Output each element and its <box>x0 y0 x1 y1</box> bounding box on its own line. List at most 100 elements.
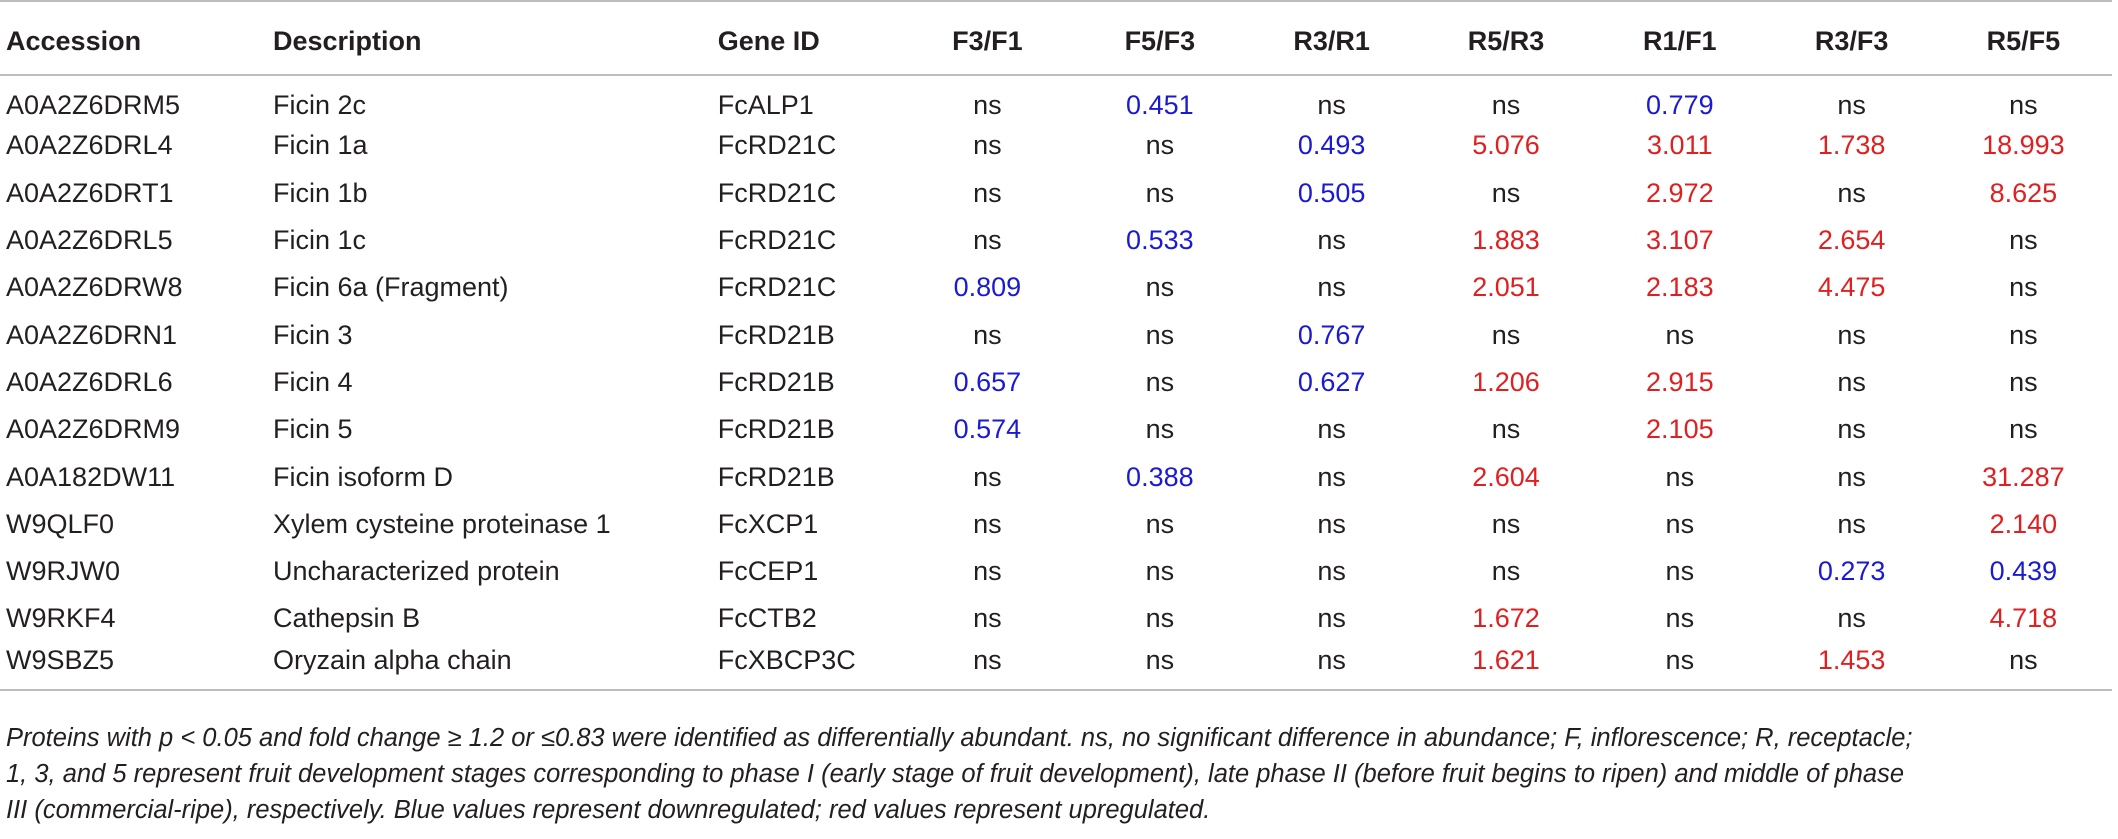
ratio-cell: 0.533 <box>1126 225 1194 256</box>
ratio-cell: 0.388 <box>1126 461 1194 492</box>
column-header-f5-f3: F5/F3 <box>1077 0 1243 76</box>
results-table-container: Accession Description Gene ID F3/F1 F5/F3 R3/… <box>0 0 2112 691</box>
ratio-cell: ns <box>973 319 1002 350</box>
gene-id-cell: FcCEP1 <box>717 556 819 587</box>
ratio-cell: 2.105 <box>1646 414 1714 445</box>
description-cell: Ficin 4 <box>272 366 353 397</box>
ratio-cell: 8.625 <box>1989 177 2058 208</box>
ratio-cell: 2.972 <box>1646 177 1714 208</box>
gene-id-cell: FcCTB2 <box>717 603 817 634</box>
ratio-cell: ns <box>1145 366 1175 397</box>
ratio-cell: 2.183 <box>1646 272 1714 303</box>
ratio-cell: 0.779 <box>1646 89 1714 120</box>
ratio-cell: ns <box>1145 414 1175 445</box>
ratio-cell: ns <box>1837 461 1866 492</box>
ratio-cell: ns <box>2009 414 2038 445</box>
gene-id-cell: FcRD21C <box>717 177 837 208</box>
ratio-cell: ns <box>973 461 1002 492</box>
ratio-cell: ns <box>1317 414 1346 445</box>
ratio-cell: 2.140 <box>1989 508 2058 539</box>
ratio-cell: ns <box>973 177 1002 208</box>
ratio-cell: 4.475 <box>1817 272 1886 303</box>
ratio-cell: ns <box>1665 461 1695 492</box>
description-cell: Ficin 5 <box>272 414 353 445</box>
ratio-cell: ns <box>1837 319 1866 350</box>
table-row: A0A182DW11 Ficin isoform D FcRD21B ns 0.388 n… <box>0 453 2112 500</box>
accession-cell: A0A2Z6DRM5 <box>6 89 181 120</box>
ratio-cell: ns <box>1317 461 1346 492</box>
ratio-cell: ns <box>1145 508 1175 539</box>
ratio-cell: ns <box>1665 319 1695 350</box>
table-row: A0A2Z6DRM5 Ficin 2c FcALP1 ns 0.451 ns ns 0.779… <box>0 75 2112 122</box>
ratio-cell: ns <box>1317 508 1346 539</box>
table-footnote: Proteins with p < 0.05 and fold change ≥… <box>6 720 2106 828</box>
accession-cell: A0A2Z6DRW8 <box>6 272 183 303</box>
ratio-cell: ns <box>897 642 1078 691</box>
gene-id-cell: FcRD21B <box>717 319 835 350</box>
column-header-r3-f3: R3/F3 <box>1768 0 1935 76</box>
table-row: A0A2Z6DRN1 Ficin 3 FcRD21B ns ns 0.767 ns ns ns n… <box>0 311 2112 358</box>
ratio-cell: 2.051 <box>1472 272 1540 303</box>
ratio-cell: ns <box>1145 603 1175 634</box>
ratio-cell: ns <box>1491 177 1521 208</box>
accession-cell: A0A2Z6DRL4 <box>6 130 173 161</box>
ratio-cell: ns <box>1491 414 1521 445</box>
ratio-cell: ns <box>1317 556 1346 587</box>
table-row: A0A2Z6DRM9 Ficin 5 FcRD21B 0.574 ns ns ns 2.105… <box>0 406 2112 453</box>
accession-cell: A0A2Z6DRL6 <box>6 366 173 397</box>
description-cell: Ficin 3 <box>272 319 353 350</box>
table-row: A0A2Z6DRL6 Ficin 4 FcRD21B 0.657 ns 0.627 1.20… <box>0 359 2112 406</box>
results-table: Accession Description Gene ID F3/F1 F5/F3 R3/… <box>0 0 2112 691</box>
ratio-cell: ns <box>1077 642 1243 691</box>
ratio-cell: ns <box>973 130 1002 161</box>
description-cell: Ficin 6a (Fragment) <box>272 272 509 303</box>
ratio-cell: 0.767 <box>1297 319 1366 350</box>
gene-id-cell: FcRD21C <box>717 225 837 256</box>
column-header-r5-r3: R5/R3 <box>1420 0 1592 76</box>
gene-id-cell: FcALP1 <box>717 89 814 120</box>
ratio-cell: ns <box>1317 272 1346 303</box>
ratio-cell: 0.273 <box>1817 556 1886 587</box>
ratio-cell: ns <box>1837 177 1866 208</box>
ratio-cell: ns <box>1837 603 1866 634</box>
table-row: A0A2Z6DRL4 Ficin 1a FcRD21C ns ns 0.493 5.076 3… <box>0 122 2112 169</box>
ratio-cell: ns <box>1837 414 1866 445</box>
accession-cell: A0A2Z6DRN1 <box>6 319 178 350</box>
ratio-cell: ns <box>1145 319 1175 350</box>
header-row: Accession Description Gene ID F3/F1 F5/F3 R3/… <box>0 0 2112 76</box>
ratio-cell: ns <box>1317 225 1346 256</box>
ratio-cell: ns <box>1145 556 1175 587</box>
table-row: W9RJW0 Uncharacterized protein FcCEP1 ns ns n… <box>0 548 2112 595</box>
footnote-line-1: Proteins with p < 0.05 and fold change ≥… <box>6 724 1913 752</box>
table-body: A0A2Z6DRM5 Ficin 2c FcALP1 ns 0.451 ns ns 0.779… <box>0 75 2112 691</box>
ratio-cell: 3.107 <box>1646 225 1714 256</box>
ratio-cell: ns <box>1491 319 1521 350</box>
ratio-cell: ns <box>1491 556 1521 587</box>
ratio-cell: ns <box>973 603 1002 634</box>
ratio-cell: ns <box>1317 89 1346 120</box>
ratio-cell: 1.206 <box>1472 366 1540 397</box>
ratio-cell: 1.453 <box>1768 642 1935 691</box>
ratio-cell: ns <box>1145 272 1175 303</box>
description-cell: Xylem cysteine proteinase 1 <box>272 508 611 539</box>
column-header-r1-f1: R1/F1 <box>1591 0 1769 76</box>
ratio-cell: 1.738 <box>1817 130 1886 161</box>
description-cell: Ficin 1c <box>272 225 367 256</box>
accession-cell: A0A2Z6DRT1 <box>6 177 174 208</box>
ratio-cell: 18.993 <box>1982 130 2065 161</box>
ratio-cell: ns <box>1242 642 1421 691</box>
ratio-cell: 2.654 <box>1817 225 1886 256</box>
ratio-cell: ns <box>2009 225 2038 256</box>
ratio-cell: ns <box>2009 272 2038 303</box>
ratio-cell: ns <box>1934 642 2112 691</box>
ratio-cell: 0.627 <box>1297 366 1366 397</box>
ratio-cell: ns <box>1837 89 1866 120</box>
description-cell: Oryzain alpha chain <box>272 642 718 691</box>
gene-id-cell: FcRD21C <box>717 130 837 161</box>
ratio-cell: ns <box>1491 89 1521 120</box>
ratio-cell: 0.657 <box>953 366 1022 397</box>
gene-id-cell: FcRD21B <box>717 414 835 445</box>
description-cell: Cathepsin B <box>272 603 421 634</box>
gene-id-cell: FcRD21B <box>717 461 835 492</box>
ratio-cell: 0.493 <box>1297 130 1366 161</box>
